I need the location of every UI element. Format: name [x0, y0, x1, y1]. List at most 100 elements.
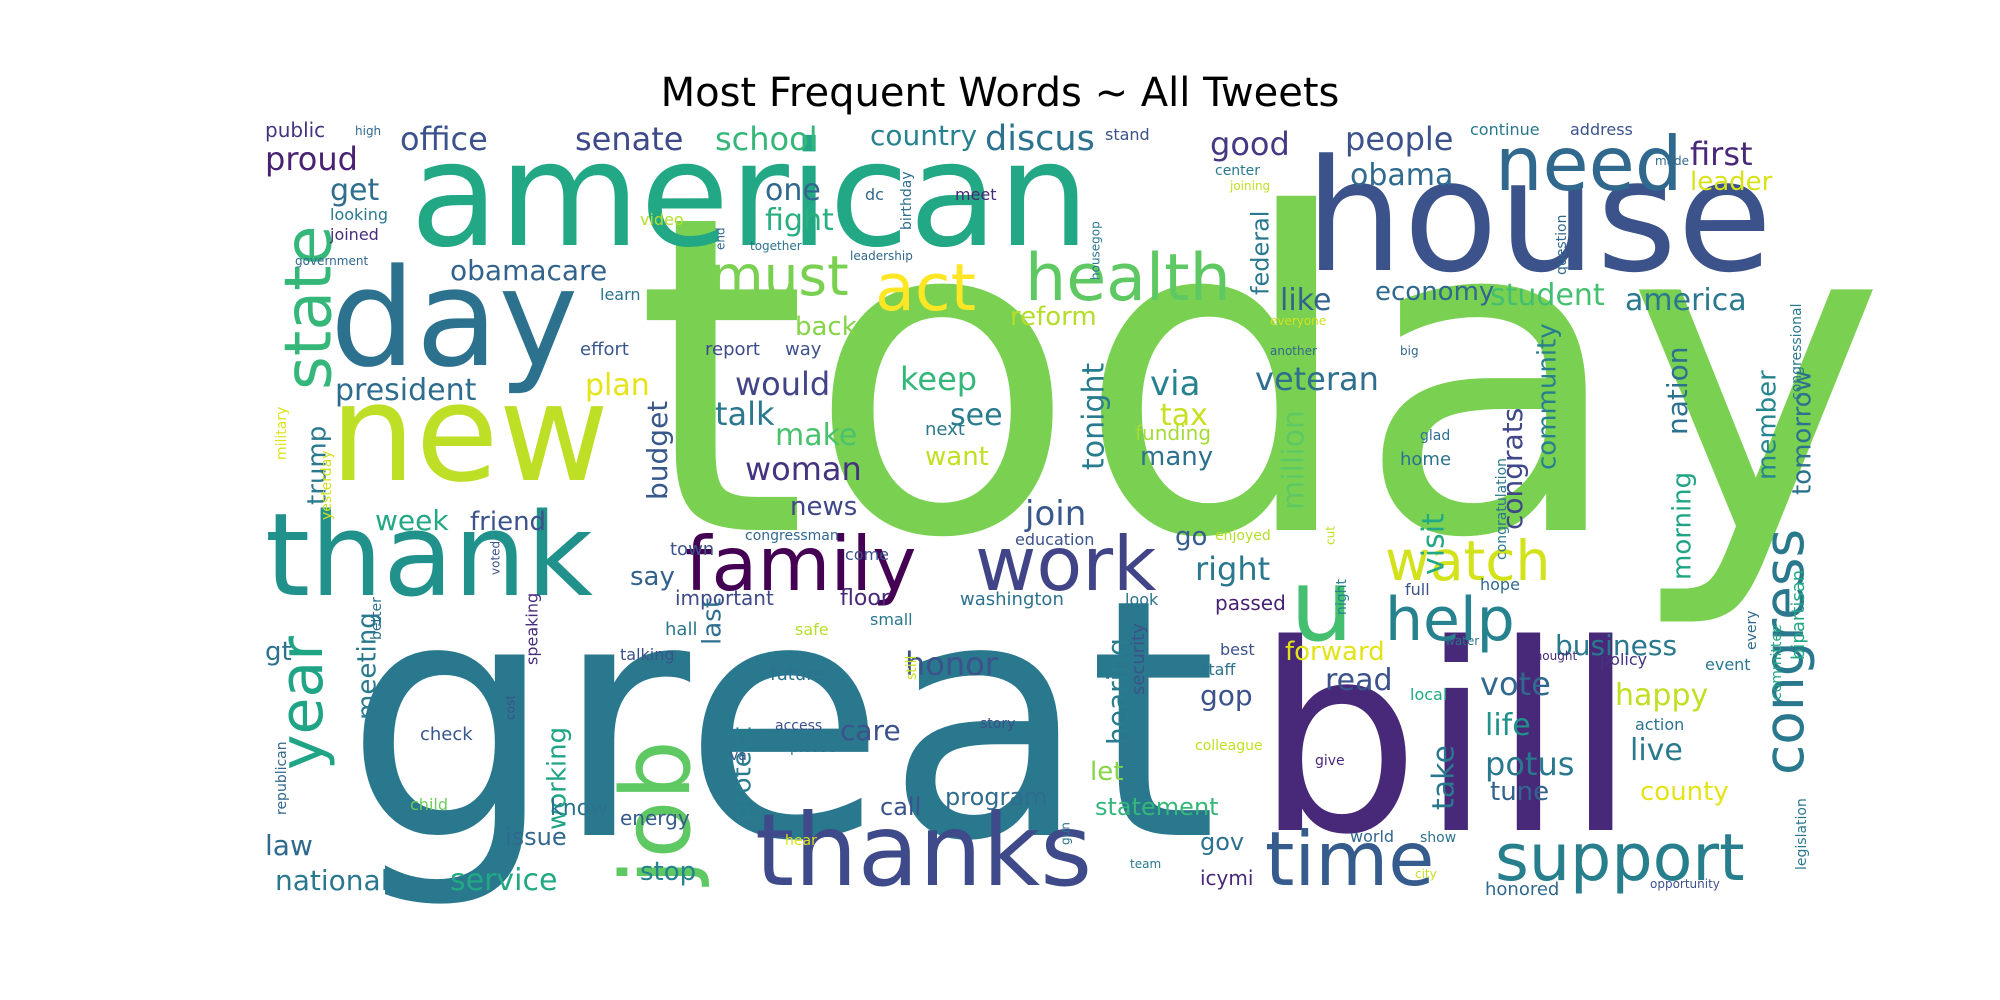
word-colleague: colleague [1195, 738, 1263, 754]
word-another: another [1270, 344, 1317, 358]
word-every: every [1744, 610, 1760, 650]
word-look: look [1125, 590, 1159, 609]
word-fight: fight [765, 203, 834, 238]
word-next: next [925, 419, 965, 440]
word-washington: washington [960, 589, 1064, 610]
word-give: give [1315, 753, 1345, 769]
word-economy: economy [1375, 277, 1494, 307]
word-voted: voted [488, 541, 502, 575]
word-law: law [265, 829, 313, 862]
word-stop: stop [640, 857, 696, 887]
word-talking: talking [620, 645, 675, 664]
word-issue: issue [505, 823, 567, 851]
word-care: care [840, 714, 901, 747]
word-say: say [630, 562, 675, 592]
word-happy: happy [1615, 678, 1708, 713]
word-great: great [345, 529, 1218, 913]
word-need: need [1495, 120, 1682, 208]
word-important: important [675, 586, 774, 610]
word-everyone: everyone [1270, 314, 1326, 328]
word-obama: obama [1350, 158, 1453, 193]
word-nation: nation [1661, 346, 1694, 435]
word-congress: congress [1752, 529, 1816, 775]
word-like: like [1280, 283, 1331, 318]
word-child: child [410, 795, 448, 814]
word-senate: senate [575, 120, 683, 158]
word-member: member [1752, 370, 1782, 480]
word-would: would [735, 365, 830, 403]
word-thank: thank [265, 489, 593, 623]
word-woman: woman [745, 450, 862, 488]
word-yesterday: yesterday [319, 450, 335, 520]
word-still: still [904, 656, 920, 680]
word-act: act [875, 251, 976, 326]
word-family: family [685, 520, 916, 608]
word-hope: hope [1480, 575, 1520, 594]
word-hearing: hearing [1101, 638, 1134, 745]
word-legislation: legislation [1794, 798, 1810, 870]
word-congressman: congressman [745, 528, 839, 544]
word-house: house [1305, 126, 1772, 307]
word-access: access [775, 718, 822, 734]
word-congratulation: congratulation [1494, 458, 1510, 560]
word-funding: funding [1135, 421, 1211, 445]
word-american: american [410, 111, 1090, 280]
word-enjoyed: enjoyed [1215, 528, 1271, 544]
word-make: make [775, 418, 857, 453]
word-city: city [1415, 867, 1437, 881]
word-let: let [1090, 757, 1123, 787]
word-event: event [1705, 655, 1751, 674]
word-please: please [790, 740, 836, 756]
word-gov: gov [1200, 828, 1244, 856]
word-check: check [420, 724, 473, 745]
word-gt: gt [265, 637, 292, 667]
word-budget: budget [641, 401, 674, 500]
word-floor: floor [840, 586, 891, 611]
word-talk: talk [715, 395, 775, 433]
word-cut: cut [1323, 526, 1337, 545]
word-full: full [1405, 580, 1430, 599]
word-cost: cost [503, 695, 517, 720]
word-time: time [1265, 815, 1434, 903]
word-hall: hall [665, 619, 697, 640]
word-bill: bill [1255, 590, 1637, 892]
word-day: day [330, 240, 578, 397]
word-good: good [1210, 125, 1290, 163]
word-student: student [1490, 278, 1605, 313]
word-opportunity: opportunity [1650, 877, 1720, 891]
word-country: country [870, 119, 977, 152]
word-story: story [980, 716, 1015, 732]
word-health: health [1025, 241, 1231, 316]
word-new: new [330, 355, 609, 512]
word-gop: gop [1200, 679, 1253, 712]
word-committee: committee [1769, 624, 1785, 700]
word-protect: protect [727, 727, 757, 820]
word-made: made [1655, 154, 1689, 168]
word-people: people [1345, 120, 1453, 158]
word-keep: keep [900, 360, 977, 398]
word-office: office [400, 120, 488, 158]
word-question: question [1554, 215, 1570, 275]
word-energy: energy [620, 806, 690, 830]
word-today: today [635, 122, 1886, 634]
word-proud: proud [265, 140, 358, 178]
word-va: va [730, 748, 747, 764]
word-vote: vote [1480, 665, 1551, 703]
word-staff: staff [1200, 660, 1236, 679]
word-show: show [1420, 830, 1456, 846]
word-action: action [1635, 715, 1684, 734]
word-president: president [335, 373, 477, 408]
word-glad: glad [1420, 428, 1450, 444]
word-potus: potus [1485, 745, 1574, 783]
word-thanks: thanks [755, 792, 1092, 909]
word-honor: honor [905, 645, 999, 683]
word-last: last [697, 598, 727, 645]
word-better: better [369, 597, 385, 640]
word-best: best [1220, 640, 1255, 659]
word-big: big [1400, 344, 1419, 358]
word-must: must [710, 244, 849, 308]
word-end: end [713, 227, 727, 250]
word-read: read [1325, 663, 1393, 698]
word-service: service [450, 863, 557, 898]
